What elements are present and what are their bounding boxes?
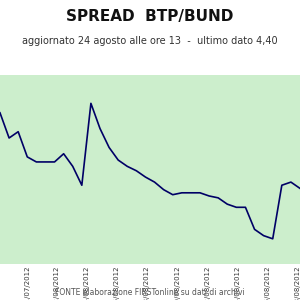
Text: aggiornato 24 agosto alle ore 13  -  ultimo dato 4,40: aggiornato 24 agosto alle ore 13 - ultim… — [22, 36, 278, 46]
Text: FONTE elaborazione FIRSTonline su dati di archivi: FONTE elaborazione FIRSTonline su dati d… — [55, 288, 245, 297]
Text: SPREAD  BTP/BUND: SPREAD BTP/BUND — [66, 9, 234, 24]
